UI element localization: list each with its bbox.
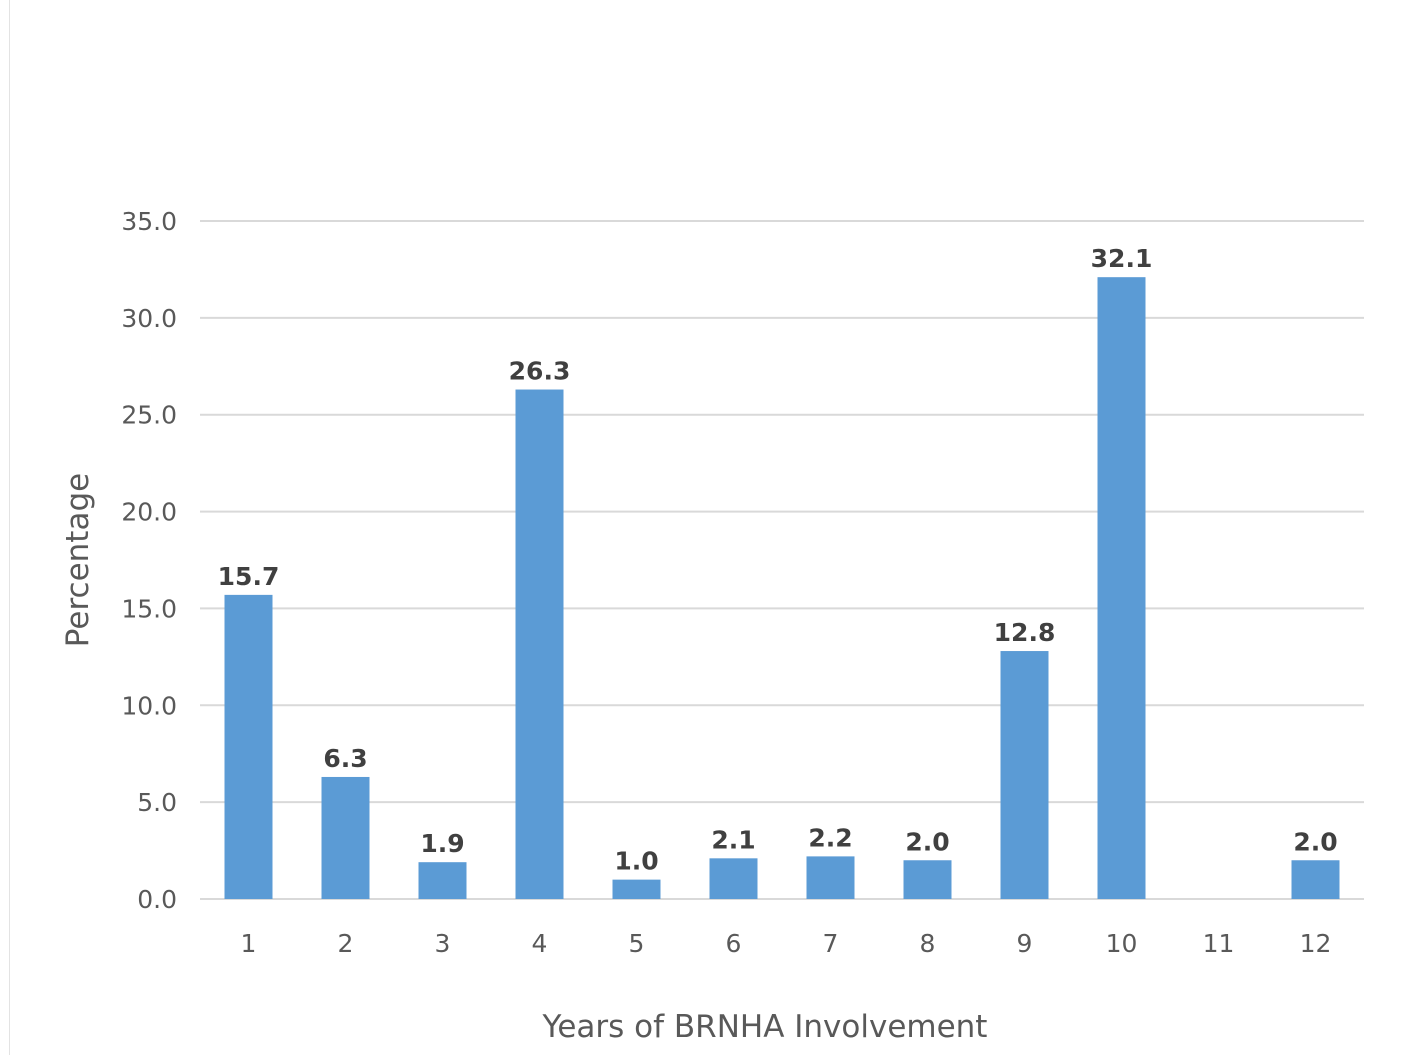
x-axis-title: Years of BRNHA Involvement <box>542 1009 988 1045</box>
data-label: 15.7 <box>218 562 280 591</box>
x-tick-label: 2 <box>338 929 354 958</box>
bar <box>709 858 758 899</box>
data-label: 32.1 <box>1091 244 1153 273</box>
y-tick-label: 15.0 <box>121 594 177 623</box>
x-tick-label: 9 <box>1017 929 1033 958</box>
bar <box>224 594 273 899</box>
y-axis-title: Percentage <box>60 473 96 647</box>
y-tick-label: 20.0 <box>121 498 177 527</box>
data-label: 2.2 <box>808 823 852 852</box>
bar <box>1291 860 1340 899</box>
y-tick-label: 10.0 <box>121 691 177 720</box>
data-label: 2.1 <box>711 825 755 854</box>
gridlines <box>200 220 1364 900</box>
bars <box>224 277 1340 900</box>
x-tick-label: 6 <box>726 929 742 958</box>
frame-border <box>9 0 10 1055</box>
data-label: 1.0 <box>614 847 658 876</box>
data-label: 12.8 <box>994 618 1056 647</box>
x-tick-label: 5 <box>629 929 645 958</box>
bar <box>418 862 467 899</box>
x-axis-ticks: 1 2 3 4 5 6 7 8 9 10 11 12 <box>241 929 1332 958</box>
x-tick-label: 12 <box>1300 929 1332 958</box>
data-labels: 15.7 6.3 1.9 26.3 1.0 2.1 2.2 2.0 12.8 32.1 2.0 <box>218 244 1338 875</box>
x-tick-label: 8 <box>920 929 936 958</box>
bar <box>1000 651 1049 899</box>
y-tick-label: 0.0 <box>137 885 177 914</box>
x-tick-label: 3 <box>435 929 451 958</box>
data-label: 2.0 <box>1293 827 1337 856</box>
data-label: 6.3 <box>323 744 367 773</box>
data-label: 26.3 <box>509 357 571 386</box>
bar <box>515 389 564 899</box>
data-label: 1.9 <box>420 829 464 858</box>
bar <box>806 856 855 899</box>
x-tick-label: 7 <box>823 929 839 958</box>
x-tick-label: 4 <box>532 929 548 958</box>
x-tick-label: 10 <box>1106 929 1138 958</box>
x-tick-label: 11 <box>1203 929 1235 958</box>
bar <box>903 860 952 899</box>
data-label: 2.0 <box>905 827 949 856</box>
y-tick-label: 5.0 <box>137 788 177 817</box>
y-tick-label: 25.0 <box>121 401 177 430</box>
bar <box>321 776 370 899</box>
bar <box>1097 277 1146 900</box>
y-tick-label: 35.0 <box>121 207 177 236</box>
y-axis-ticks: 0.0 5.0 10.0 15.0 20.0 25.0 30.0 35.0 <box>121 207 177 914</box>
bar <box>612 879 661 899</box>
y-tick-label: 30.0 <box>121 304 177 333</box>
x-tick-label: 1 <box>241 929 257 958</box>
